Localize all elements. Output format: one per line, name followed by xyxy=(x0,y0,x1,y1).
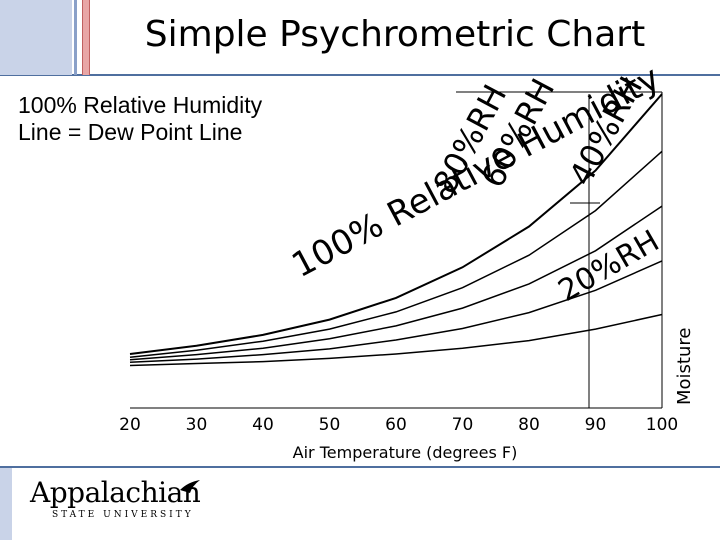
curve-100-rh xyxy=(129,93,663,355)
x-tick-label: 60 xyxy=(385,415,407,435)
logo-wordmark: Appalachian xyxy=(30,476,201,509)
curve-80-rh xyxy=(129,150,663,358)
curve-60-rh xyxy=(129,205,663,361)
x-tick-label: 100 xyxy=(646,415,678,435)
x-tick-label: 20 xyxy=(119,415,141,435)
logo-subtitle: STATE UNIVERSITY xyxy=(52,510,194,520)
x-tick-label: 40 xyxy=(252,415,274,435)
footer-decoration xyxy=(0,468,12,540)
x-tick-label: 70 xyxy=(452,415,474,435)
curve-40-rh xyxy=(129,260,663,364)
header-band xyxy=(0,0,720,76)
x-tick-label: 30 xyxy=(186,415,208,435)
y-axis-label: Moisture xyxy=(674,328,695,405)
x-tick-label: 50 xyxy=(319,415,341,435)
curve-20-rh xyxy=(129,313,663,367)
x-tick-labels: 20 30 40 50 60 70 80 90 100 xyxy=(119,415,678,435)
psychrometric-chart: 20 30 40 50 60 70 80 90 100 100% Relative Humidi… xyxy=(119,58,695,462)
university-logo: Appalachian STATE UNIVERSITY xyxy=(30,476,210,534)
x-axis-label: Air Temperature (degrees F) xyxy=(293,443,518,462)
header-decoration xyxy=(0,0,72,75)
header-divider xyxy=(74,0,77,75)
x-tick-label: 80 xyxy=(518,415,540,435)
header-accent-bar xyxy=(82,0,90,75)
x-tick-label: 90 xyxy=(585,415,607,435)
slide-title: Simple Psychrometric Chart xyxy=(144,14,646,55)
bird-icon xyxy=(180,480,200,493)
footer-divider xyxy=(0,466,720,468)
note-text: 100% Relative Humidity Line = Dew Point … xyxy=(18,92,263,145)
curves-group xyxy=(129,93,663,367)
